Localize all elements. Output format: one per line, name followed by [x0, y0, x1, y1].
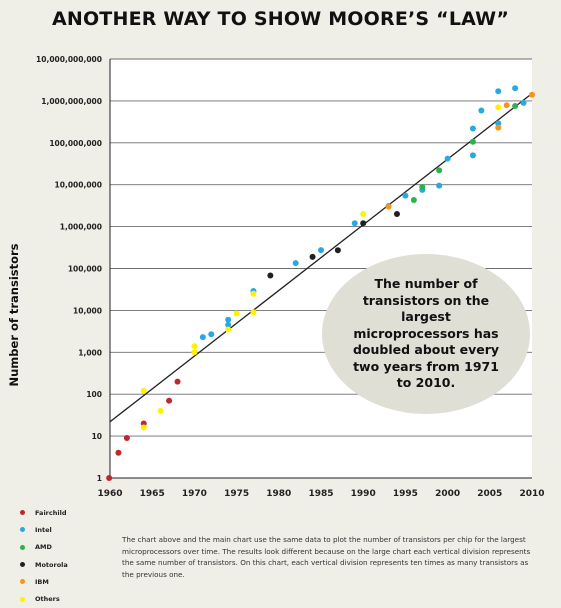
y-axis-label: Number of transistors — [7, 243, 21, 387]
y-tick-label: 1,000,000,000 — [41, 97, 102, 106]
data-point-intel — [444, 155, 451, 162]
x-tick-labels: 1960 1965 1970 1975 1980 1985 1990 1995 2000 2005… — [97, 489, 544, 499]
data-point-intel — [199, 334, 206, 341]
legend-item: Motorola — [20, 556, 68, 573]
data-point-ibm — [495, 124, 502, 131]
data-point-fairchild — [174, 378, 181, 385]
legend-item: Intel — [20, 521, 68, 538]
data-point-motorola — [393, 210, 400, 217]
data-point-others — [191, 349, 198, 356]
data-point-others — [225, 326, 232, 333]
legend-label: Others — [35, 595, 60, 604]
data-point-ibm — [385, 203, 392, 210]
data-point-intel — [225, 321, 232, 328]
data-point-intel — [520, 99, 527, 106]
data-point-amd — [512, 102, 519, 109]
data-point-intel — [351, 220, 358, 227]
trend-line-group — [109, 93, 533, 423]
legend-item: AMD — [20, 539, 68, 556]
legend-item: IBM — [20, 573, 68, 590]
legend-label: Fairchild — [35, 508, 67, 517]
y-tick-label: 10,000,000 — [55, 181, 102, 190]
data-point-intel — [469, 152, 476, 159]
caption-text: The chart above and the main chart use t… — [122, 535, 531, 579]
y-tick-label: 10 — [92, 432, 102, 441]
data-point-motorola — [360, 220, 367, 227]
x-tick-label: 1960 — [97, 489, 122, 499]
data-point-intel — [402, 192, 409, 199]
y-tick-label: 100,000 — [68, 265, 102, 274]
legend-color-dot — [20, 596, 25, 602]
data-point-ibm — [529, 91, 535, 98]
x-tick-label: 1980 — [266, 489, 291, 499]
data-point-others — [495, 104, 502, 111]
annotation-bubble: The number of transistors on the largest… — [322, 254, 530, 414]
y-tick-label: 1,000 — [78, 348, 102, 357]
data-point-intel — [495, 88, 502, 95]
legend-color-dot — [20, 562, 25, 568]
data-point-amd — [410, 197, 417, 204]
data-point-others — [360, 210, 367, 217]
data-point-fairchild — [123, 435, 130, 442]
data-point-intel — [478, 107, 485, 114]
legend-item: Fairchild — [20, 504, 68, 521]
chart-title: ANOTHER WAY TO SHOW MOORE’S “LAW” — [51, 8, 510, 30]
data-point-fairchild — [166, 397, 173, 404]
data-point-others — [140, 424, 147, 431]
data-points — [106, 85, 535, 481]
x-tick-label: 1995 — [393, 489, 418, 499]
legend-label: Intel — [35, 525, 52, 534]
data-point-others — [250, 290, 257, 297]
data-point-others — [140, 387, 147, 394]
data-point-intel — [225, 316, 232, 323]
data-point-fairchild — [115, 449, 122, 456]
data-point-amd — [469, 138, 476, 145]
x-tick-label: 1985 — [308, 489, 333, 499]
y-tick-labels: 1 10 100 1,000 10,000 100,000 1,000,000 10,000,… — [36, 55, 102, 483]
data-point-intel — [512, 85, 519, 92]
data-point-others — [157, 407, 164, 414]
x-tick-label: 1965 — [140, 489, 165, 499]
data-point-motorola — [267, 272, 274, 279]
y-tick-label: 100,000,000 — [49, 139, 102, 148]
data-point-motorola — [309, 253, 316, 260]
data-point-amd — [436, 167, 443, 174]
x-tick-label: 1970 — [182, 489, 207, 499]
annotation-text: The number of transistors on the largest… — [352, 276, 500, 391]
data-point-fairchild — [106, 475, 113, 481]
axes — [109, 59, 532, 479]
y-tick-label: 10,000 — [73, 306, 102, 315]
trend-line — [109, 93, 533, 423]
legend: Fairchild Intel AMD Motorola IBM Others — [20, 504, 68, 608]
y-tick-label: 100 — [86, 390, 102, 399]
data-point-others — [233, 310, 240, 317]
data-point-intel — [495, 120, 502, 127]
legend-label: IBM — [35, 577, 49, 586]
data-point-others — [191, 343, 198, 350]
data-point-intel — [436, 182, 443, 189]
legend-item: Others — [20, 590, 68, 607]
legend-color-dot — [20, 510, 25, 516]
x-tick-label: 1975 — [224, 489, 249, 499]
x-tick-label: 2000 — [435, 489, 460, 499]
data-point-others — [250, 309, 257, 316]
y-tick-label: 1 — [97, 474, 102, 483]
data-point-intel — [318, 247, 324, 254]
x-tick-label: 1990 — [351, 489, 376, 499]
legend-color-dot — [20, 527, 25, 533]
x-tick-label: 2005 — [477, 489, 502, 499]
legend-color-dot — [20, 579, 25, 585]
legend-label: AMD — [35, 543, 52, 552]
data-point-amd — [419, 184, 426, 191]
data-point-ibm — [503, 102, 510, 109]
data-point-intel — [469, 125, 476, 132]
legend-color-dot — [20, 544, 25, 550]
x-tick-label: 2010 — [519, 489, 544, 499]
y-tick-label: 10,000,000,000 — [36, 55, 102, 64]
legend-label: Motorola — [35, 560, 68, 569]
data-point-intel — [208, 331, 215, 338]
data-point-motorola — [334, 247, 341, 254]
data-point-intel — [292, 260, 299, 267]
y-tick-label: 1,000,000 — [60, 223, 102, 232]
